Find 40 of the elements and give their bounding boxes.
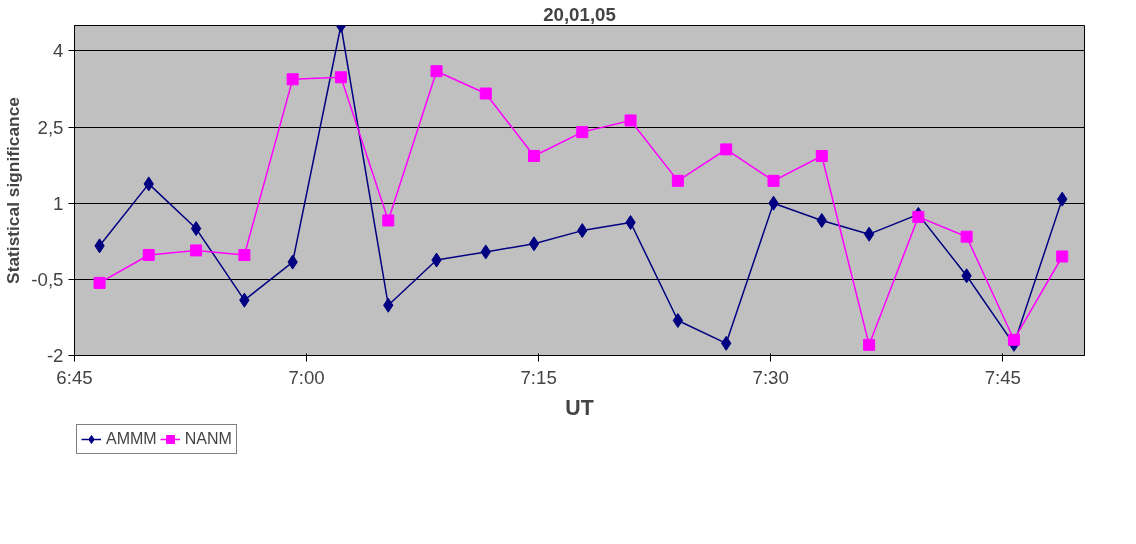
point xyxy=(334,71,347,84)
point xyxy=(671,174,684,187)
point xyxy=(720,143,733,156)
point xyxy=(528,149,541,162)
point xyxy=(1007,333,1020,346)
legend-label: NANM xyxy=(184,430,232,448)
point xyxy=(479,87,492,100)
chart-title: 20,01,05 xyxy=(543,3,616,25)
y-tick-label: 2,5 xyxy=(37,116,64,138)
point xyxy=(960,230,973,243)
point xyxy=(624,114,637,127)
point xyxy=(672,312,684,328)
x-tick-label: 6:45 xyxy=(56,366,93,388)
point xyxy=(912,210,925,223)
point xyxy=(430,65,443,78)
point xyxy=(1056,250,1069,263)
point xyxy=(863,338,876,351)
x-tick-label: 7:00 xyxy=(288,366,325,388)
point xyxy=(528,236,540,252)
point xyxy=(286,73,299,86)
legend-label: AMMM xyxy=(106,430,157,448)
point xyxy=(815,149,828,162)
y-tick-label: -2 xyxy=(46,345,64,366)
point xyxy=(190,221,202,237)
point xyxy=(142,248,155,261)
x-tick-label: 7:15 xyxy=(520,366,557,388)
x-tick-label: 7:30 xyxy=(752,366,789,388)
point xyxy=(863,226,875,242)
x-axis-title: UT xyxy=(565,395,594,420)
y-tick-label: 4 xyxy=(53,40,64,62)
point xyxy=(382,214,395,227)
y-tick-label: -0,5 xyxy=(31,268,64,290)
point xyxy=(93,276,106,289)
point xyxy=(238,248,251,261)
y-tick-label: 1 xyxy=(53,192,64,214)
point xyxy=(576,126,589,139)
x-tick-label: 7:45 xyxy=(984,366,1021,388)
y-axis-title: Statistical significance xyxy=(3,96,24,284)
point xyxy=(190,244,203,257)
point xyxy=(767,174,780,187)
